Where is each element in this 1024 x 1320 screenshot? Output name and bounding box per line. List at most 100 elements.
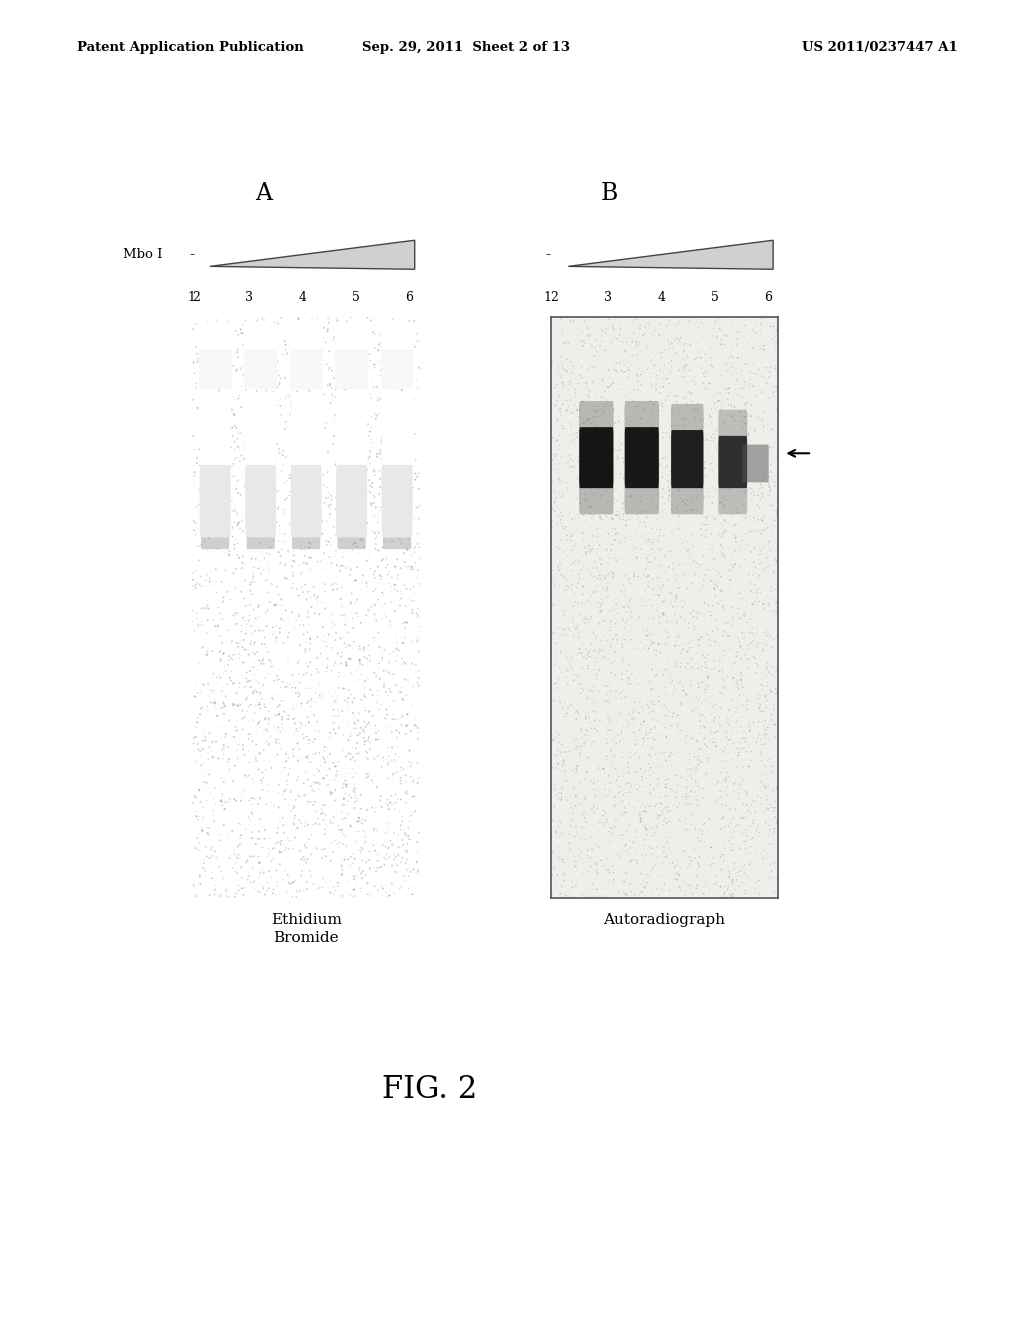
Point [349, 606, 366, 627]
Point [571, 405, 588, 426]
Point [556, 333, 572, 354]
Point [346, 797, 362, 818]
Point [251, 620, 267, 642]
Point [246, 557, 262, 578]
Point [739, 389, 756, 411]
Point [368, 610, 384, 631]
Point [202, 422, 218, 444]
Point [613, 548, 630, 569]
Point [361, 343, 378, 364]
Point [588, 663, 604, 684]
Point [671, 635, 687, 656]
Point [347, 763, 364, 784]
Point [759, 750, 775, 771]
Point [227, 500, 244, 521]
Point [641, 760, 657, 781]
Point [289, 463, 305, 484]
Point [344, 461, 360, 482]
Point [629, 548, 645, 569]
Point [658, 750, 675, 771]
Point [337, 776, 353, 797]
Point [234, 735, 251, 756]
Point [656, 590, 673, 611]
Point [614, 838, 631, 859]
Point [250, 424, 266, 445]
Point [577, 504, 593, 525]
Point [756, 737, 772, 758]
Point [717, 875, 733, 896]
Point [317, 397, 334, 418]
Point [578, 543, 594, 564]
Point [592, 597, 608, 618]
Point [663, 469, 679, 490]
Point [214, 791, 230, 812]
Point [270, 717, 287, 738]
Point [691, 411, 708, 432]
Point [392, 407, 409, 428]
Point [358, 809, 375, 830]
Point [750, 312, 766, 333]
Point [754, 701, 770, 722]
Point [577, 306, 593, 327]
Point [578, 453, 594, 474]
Point [634, 734, 650, 755]
Point [603, 663, 620, 684]
Point [679, 372, 695, 393]
Point [654, 368, 671, 389]
Point [411, 722, 427, 743]
Point [744, 338, 761, 359]
Point [616, 801, 633, 822]
Point [210, 643, 226, 664]
Point [392, 338, 409, 359]
Point [755, 441, 771, 462]
Point [570, 461, 587, 482]
Point [612, 359, 629, 380]
Point [768, 376, 784, 397]
Point [651, 454, 668, 475]
Point [323, 392, 339, 413]
Point [742, 370, 759, 391]
Point [246, 523, 262, 544]
Point [215, 587, 231, 609]
Point [303, 546, 319, 568]
Point [690, 657, 707, 678]
Point [548, 744, 564, 766]
Point [373, 359, 389, 380]
Point [211, 857, 227, 878]
Point [271, 775, 288, 796]
Point [686, 486, 702, 507]
Point [346, 713, 362, 734]
Point [567, 583, 584, 605]
Point [559, 795, 575, 816]
Point [561, 653, 578, 675]
Point [403, 400, 420, 421]
Point [356, 734, 373, 755]
Point [656, 494, 673, 515]
Point [639, 873, 655, 894]
Point [705, 620, 721, 642]
Point [550, 704, 566, 725]
Point [636, 565, 652, 586]
Point [710, 391, 726, 412]
Point [274, 445, 291, 466]
Point [209, 395, 225, 416]
Point [582, 465, 598, 486]
Point [646, 536, 663, 557]
Point [564, 694, 581, 715]
Point [198, 730, 214, 751]
Point [356, 503, 373, 524]
Point [566, 323, 583, 345]
Point [329, 438, 345, 459]
Point [251, 391, 267, 412]
Point [398, 859, 415, 880]
Point [191, 319, 208, 341]
Point [611, 847, 628, 869]
Point [751, 725, 767, 746]
Point [322, 871, 338, 892]
Point [664, 416, 680, 437]
Point [579, 639, 595, 660]
Point [684, 536, 700, 557]
Point [337, 783, 353, 804]
Point [590, 834, 606, 855]
Point [687, 781, 703, 803]
